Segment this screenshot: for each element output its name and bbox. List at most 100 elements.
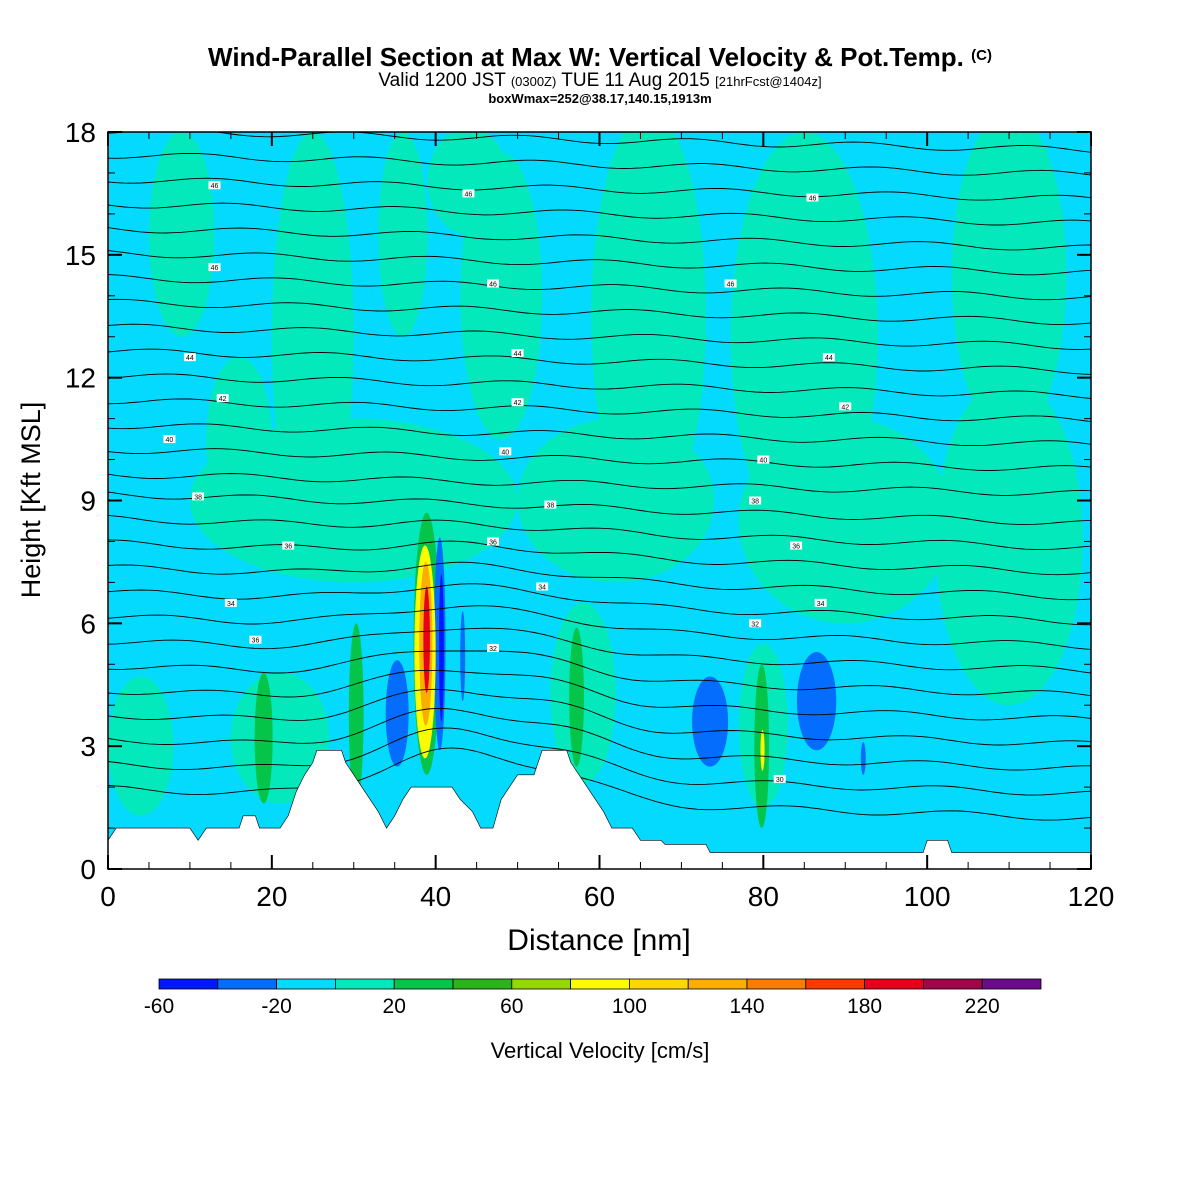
colorbar-tick-label: 140 [729,995,764,1018]
colorbar-bin [805,978,865,990]
y-tick-label: 0 [80,854,96,885]
contour-label: 36 [792,544,800,551]
colorbar-bin [923,978,983,990]
contour-label: 40 [501,449,509,456]
colorbar-bin [276,978,336,990]
contour-label: 46 [809,196,817,203]
velocity-cell [378,132,428,337]
contour-label: 38 [194,494,202,501]
velocity-cell [427,132,510,235]
contour-label-bg [282,541,295,550]
contour-label: 42 [514,400,522,407]
contour-label: 32 [751,621,759,628]
x-tick-label: 80 [748,881,779,912]
velocity-shading [108,132,1083,829]
y-tick-label: 6 [80,608,96,639]
isentrope-line [108,727,1091,796]
contour-label-bg [544,500,557,509]
chart-subtitle-2: boxWmax=252@38.17,140.15,1913m [488,91,712,106]
isentrope-line [108,423,1091,447]
plot-area: 46 46 46 46 46 46 44 44 44 42 42 42 40 40 40 38 38 38 36 36… [108,132,1091,869]
contour-label: 30 [776,777,784,784]
velocity-cell [935,377,1083,706]
isentrope-line [108,274,1091,301]
contour-label-bg [487,643,500,652]
x-axis-label: Distance [nm] [507,924,690,957]
contour-label: 34 [817,601,825,608]
isentrope-line [108,348,1091,375]
contour-label: 42 [841,404,849,411]
isentrope-line [108,298,1091,326]
colorbar-tick-label: -20 [261,995,291,1018]
contour-label-bg [487,279,500,288]
contour-label: 46 [489,281,497,288]
velocity-cell [438,574,444,722]
colorbar-bin [511,978,571,990]
contour-label-bg [822,353,835,362]
isentrope-line [108,627,1091,674]
velocity-cell [692,676,729,767]
x-tick-label: 0 [100,881,116,912]
isentrope-line [108,491,1091,526]
colorbar-bin [452,978,513,990]
contour-label-bg [790,541,803,550]
forecast-info: [21hrFcst@1404z] [715,74,822,89]
contour-label-bg [487,537,500,546]
colorbar-bin [393,978,454,990]
contour-label: 46 [211,183,219,190]
isentrope-line [108,152,1091,176]
contour-label: 46 [465,191,473,198]
contour-label: 46 [727,281,735,288]
colorbar-tick-label: 20 [383,995,406,1018]
contour-label-bg [749,619,762,628]
velocity-cell [517,418,715,583]
isentrope-line [108,708,1091,771]
colorbar-bin [158,978,219,990]
isentrope-line [108,583,1091,626]
velocity-cell [951,132,1067,440]
x-tick-label: 100 [904,881,951,912]
isentrope-line [108,650,1091,697]
velocity-cell [148,132,215,337]
velocity-cell [738,418,952,624]
contour-label-bg [511,398,524,407]
velocity-cell [569,627,584,767]
contour-label: 38 [546,503,554,510]
isentrope-line [108,473,1091,496]
velocity-cell [860,742,866,775]
contour-label: 32 [489,646,497,653]
x-tick-label: 60 [584,881,615,912]
isentrope-line [108,747,1091,821]
isentrope-line [108,398,1091,423]
contour-label-bg [511,349,524,358]
contour-label: 46 [211,265,219,272]
colorbar-bin [746,978,807,990]
contour-label-bg [216,394,229,403]
colorbar-bin [334,978,395,990]
velocity-cell [230,672,330,804]
x-tick-label: 120 [1068,881,1115,912]
colorbar: -60 -20 20 60 100 140 180 220 [144,978,1042,1018]
colorbar-tick-label: 220 [965,995,1000,1018]
isentrope-line [108,227,1091,251]
copyright-mark: (C) [971,47,992,64]
velocity-cell [254,672,273,804]
contour-label: 38 [751,499,759,506]
contour-label-bg [163,435,176,444]
colorbar-bin [629,978,689,990]
colorbar-tick-label: 60 [500,995,523,1018]
y-tick-label: 18 [65,117,96,148]
contour-label: 44 [514,351,522,358]
chart-title-text: Wind-Parallel Section at Max W: Vertical… [208,42,964,72]
contour-label: 36 [252,638,260,645]
contour-label-bg [183,353,196,362]
x-tick-label: 40 [420,881,451,912]
contour-label-bg [462,189,475,198]
contour-label-bg [757,455,770,464]
isentrope-line [108,688,1091,746]
contour-label-bg [192,492,205,501]
isentrope-line [108,561,1091,601]
velocity-cell [423,586,430,693]
